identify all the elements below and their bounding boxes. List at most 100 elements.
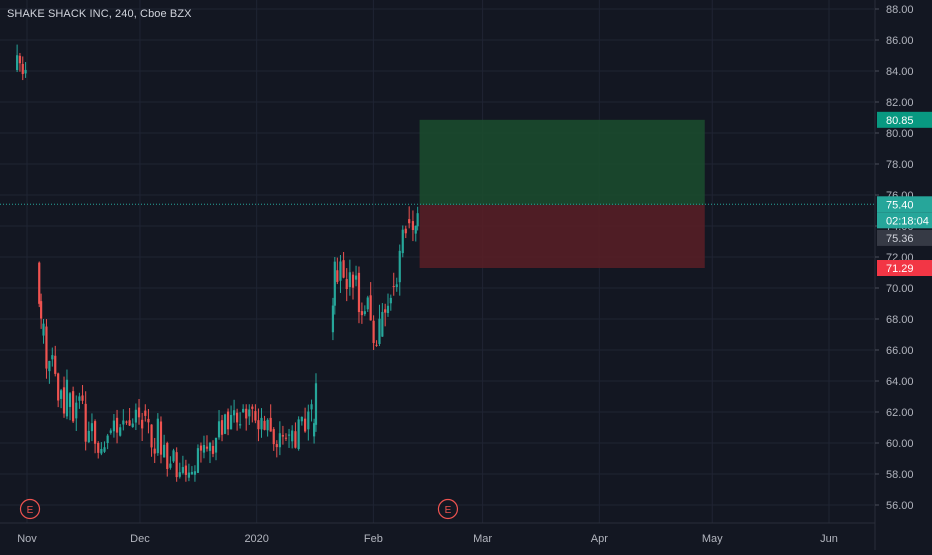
candle-body-53: [187, 472, 191, 478]
candle-body-111: [375, 344, 378, 346]
time-tick-label-7: Jun: [820, 533, 838, 545]
candle-body-20: [84, 403, 87, 442]
candle-body-39: [144, 410, 147, 416]
candle-body-124: [414, 225, 417, 234]
loss-zone[interactable]: [419, 204, 705, 269]
candle-body-34: [128, 420, 131, 426]
candle-body-70: [239, 424, 242, 426]
profit-zone[interactable]: [419, 119, 705, 205]
candle-body-98: [336, 270, 339, 282]
price-tick-label-13: 62.00: [886, 407, 914, 419]
candle-body-106: [360, 311, 363, 316]
time-axis[interactable]: Nov Dec 2020 Feb Mar Apr May Jun: [0, 522, 875, 550]
candle-body-62: [214, 437, 218, 453]
candle-body-120: [401, 229, 404, 254]
price-tick-label-3: 82.00: [886, 97, 914, 109]
price-tick-label-1: 86.00: [886, 35, 914, 47]
candle-body-95: [314, 383, 318, 425]
candle-body-61: [211, 445, 215, 454]
candle-body-50: [178, 472, 181, 477]
candle-body-27: [106, 435, 109, 444]
candle-body-102: [348, 272, 351, 288]
price-tick-label-0: 88.00: [886, 4, 914, 16]
candle-body-55: [193, 471, 197, 475]
candle-body-65: [223, 414, 227, 434]
candle-body-26: [103, 447, 106, 452]
candle-body-94: [313, 423, 316, 437]
candle-body-9: [51, 355, 54, 360]
countdown-label: 02:18:04: [877, 212, 932, 229]
candle-body-88: [294, 431, 297, 448]
earnings-marker-0[interactable]: E: [19, 498, 41, 520]
candle-body-125: [416, 213, 419, 227]
candle-body-86: [287, 434, 291, 436]
long-position-tool[interactable]: [419, 119, 705, 269]
candle-body-78: [263, 420, 266, 430]
candle-body-11: [57, 373, 60, 401]
earnings-icon: [19, 498, 41, 520]
candle-body-49: [175, 452, 178, 478]
candle-body-10: [54, 355, 57, 374]
earnings-marker-label: E: [27, 505, 34, 516]
candle-body-79: [266, 419, 269, 431]
entry-price-label: 75.36: [877, 229, 932, 246]
candle-body-99: [339, 261, 342, 281]
time-tick-label-4: Mar: [473, 533, 492, 545]
candle-body-107: [363, 311, 366, 315]
candle-body-19: [81, 395, 84, 401]
candle-body-31: [119, 427, 122, 436]
candle-body-16: [72, 391, 75, 422]
price-tick-label-12: 64.00: [886, 376, 914, 388]
candle-body-29: [112, 420, 116, 432]
entry-price-label-bg: [877, 229, 932, 246]
candle-body-73: [248, 409, 251, 417]
candle-body-3: [24, 69, 27, 74]
candle-body-114: [384, 309, 387, 313]
candle-body-96: [331, 305, 335, 333]
candle-body-38: [141, 419, 144, 429]
candle-body-89: [297, 419, 300, 450]
candle-body-28: [109, 430, 112, 433]
candle-body-30: [115, 417, 119, 433]
time-tick-label-6: May: [702, 533, 723, 545]
candle-body-77: [260, 417, 263, 430]
candle-body-51: [181, 467, 184, 473]
candle-body-37: [137, 407, 141, 418]
candle-body-12: [59, 390, 63, 399]
stop-price-label: 71.29: [877, 260, 932, 277]
candle-body-0: [16, 55, 19, 71]
price-tick-label-10: 68.00: [886, 314, 914, 326]
stop-price-label-bg: [877, 260, 932, 277]
last-price-label: 75.40: [877, 196, 932, 213]
time-tick-label-0: Nov: [17, 533, 37, 545]
candle-body-92: [307, 411, 310, 430]
candle-body-100: [342, 260, 345, 278]
time-axis-background: [0, 523, 875, 550]
time-tick-label-3: Feb: [364, 533, 383, 545]
candle-body-90: [300, 416, 303, 422]
earnings-marker-1[interactable]: E: [437, 498, 459, 520]
price-tick-label-2: 84.00: [886, 66, 914, 78]
earnings-icon: [437, 498, 459, 520]
candle-body-18: [78, 396, 81, 401]
candle-body-45: [163, 444, 166, 458]
countdown-label-bg: [877, 212, 932, 229]
candle-body-115: [386, 305, 390, 314]
candle-body-40: [147, 418, 150, 423]
candle-body-109: [369, 295, 372, 321]
candle-body-69: [236, 412, 239, 423]
candle-body-74: [251, 406, 254, 409]
candle-body-105: [357, 272, 361, 313]
candle-body-58: [202, 445, 206, 453]
candle-body-42: [153, 448, 156, 454]
candle-body-82: [275, 444, 278, 448]
candle-body-14: [65, 379, 69, 417]
price-tick-label-9: 70.00: [886, 283, 914, 295]
candle-body-122: [408, 219, 411, 224]
candle-body-43: [156, 418, 159, 454]
candle-body-91: [303, 418, 307, 432]
candle-body-4: [38, 262, 41, 304]
